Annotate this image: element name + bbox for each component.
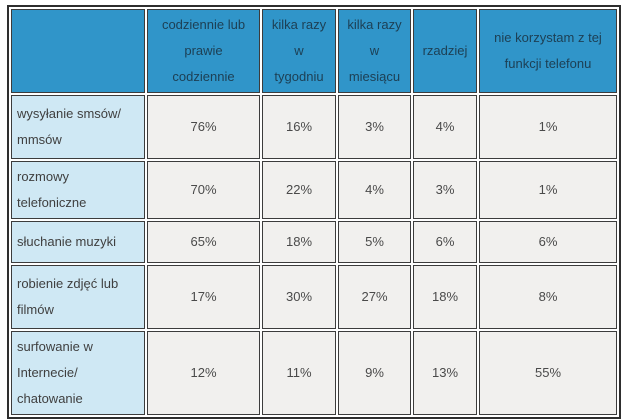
cell-value: 6%: [413, 221, 477, 263]
cell-value: 55%: [479, 331, 617, 415]
cell-value: 11%: [262, 331, 336, 415]
header-col-rarely: rzadziej: [413, 9, 477, 93]
cell-value: 22%: [262, 161, 336, 219]
cell-value: 12%: [147, 331, 260, 415]
cell-value: 76%: [147, 95, 260, 159]
cell-value: 3%: [338, 95, 411, 159]
header-col-weekly: kilka razy w tygodniu: [262, 9, 336, 93]
cell-value: 3%: [413, 161, 477, 219]
cell-value: 9%: [338, 331, 411, 415]
table-row-calls: rozmowy telefoniczne 70% 22% 4% 3% 1%: [11, 161, 617, 219]
cell-value: 4%: [338, 161, 411, 219]
header-row: codziennie lub prawie codziennie kilka r…: [11, 9, 617, 93]
cell-value: 5%: [338, 221, 411, 263]
cell-value: 18%: [262, 221, 336, 263]
header-corner-cell: [11, 9, 145, 93]
row-label: słuchanie muzyki: [11, 221, 145, 263]
cell-value: 13%: [413, 331, 477, 415]
cell-value: 70%: [147, 161, 260, 219]
cell-value: 6%: [479, 221, 617, 263]
table-row-photos: robienie zdjęć lub filmów 17% 30% 27% 18…: [11, 265, 617, 329]
header-col-never: nie korzystam z tej funkcji telefonu: [479, 9, 617, 93]
cell-value: 16%: [262, 95, 336, 159]
cell-value: 18%: [413, 265, 477, 329]
table-row-internet: surfowanie w Internecie/ chatowanie 12% …: [11, 331, 617, 415]
row-label: surfowanie w Internecie/ chatowanie: [11, 331, 145, 415]
cell-value: 65%: [147, 221, 260, 263]
row-label: wysyłanie smsów/ mmsów: [11, 95, 145, 159]
table-row-sms: wysyłanie smsów/ mmsów 76% 16% 3% 4% 1%: [11, 95, 617, 159]
row-label: rozmowy telefoniczne: [11, 161, 145, 219]
header-col-daily: codziennie lub prawie codziennie: [147, 9, 260, 93]
table-row-music: słuchanie muzyki 65% 18% 5% 6% 6%: [11, 221, 617, 263]
header-col-monthly: kilka razy w miesiącu: [338, 9, 411, 93]
cell-value: 27%: [338, 265, 411, 329]
cell-value: 30%: [262, 265, 336, 329]
cell-value: 1%: [479, 161, 617, 219]
row-label: robienie zdjęć lub filmów: [11, 265, 145, 329]
phone-usage-frequency-table: codziennie lub prawie codziennie kilka r…: [7, 5, 621, 419]
cell-value: 8%: [479, 265, 617, 329]
cell-value: 1%: [479, 95, 617, 159]
cell-value: 17%: [147, 265, 260, 329]
cell-value: 4%: [413, 95, 477, 159]
